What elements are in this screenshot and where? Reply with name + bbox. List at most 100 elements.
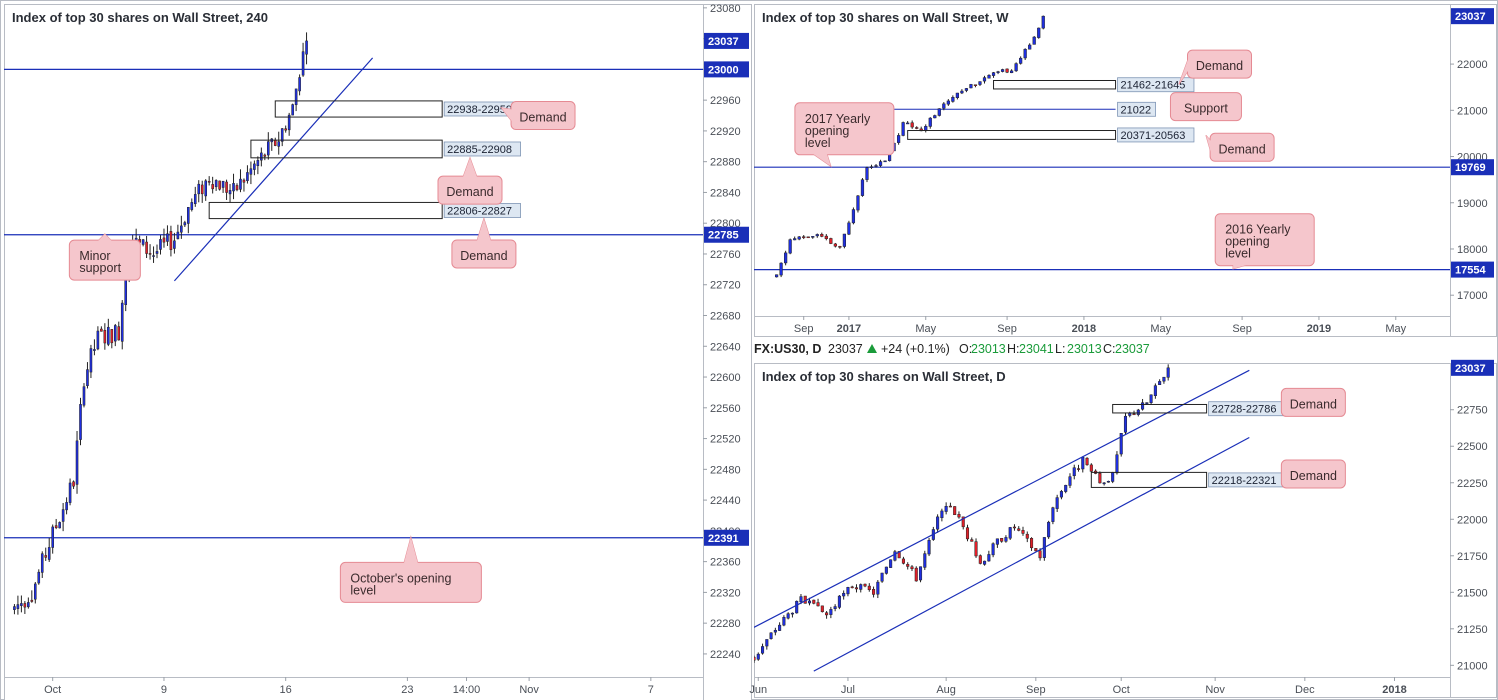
candle[interactable] — [107, 318, 110, 347]
candle[interactable] — [207, 176, 211, 186]
candle[interactable] — [280, 128, 284, 147]
callout[interactable]: Support — [1169, 92, 1242, 122]
candle[interactable] — [75, 431, 79, 494]
candle[interactable] — [914, 566, 918, 582]
candle[interactable] — [110, 329, 114, 349]
candle[interactable] — [901, 121, 905, 137]
candle[interactable] — [155, 244, 159, 259]
candle[interactable] — [51, 524, 54, 554]
candle[interactable] — [16, 595, 20, 615]
candle[interactable] — [1025, 531, 1029, 543]
candle[interactable] — [948, 502, 952, 508]
candle[interactable] — [880, 572, 884, 583]
candle[interactable] — [753, 655, 756, 663]
candle[interactable] — [865, 166, 869, 183]
candle[interactable] — [910, 120, 914, 129]
candle[interactable] — [1032, 36, 1036, 45]
candle[interactable] — [23, 601, 27, 614]
candle[interactable] — [846, 586, 850, 597]
candle[interactable] — [996, 70, 1000, 75]
candle[interactable] — [225, 179, 228, 200]
candle[interactable] — [860, 178, 865, 197]
candle[interactable] — [148, 244, 152, 260]
candle[interactable] — [928, 117, 932, 129]
candle[interactable] — [1000, 68, 1005, 73]
candle[interactable] — [940, 508, 944, 522]
candle[interactable] — [93, 339, 96, 356]
candle[interactable] — [806, 236, 810, 239]
demand-zone-box[interactable] — [993, 79, 1117, 90]
candle[interactable] — [1030, 537, 1034, 551]
callout[interactable]: Demand — [1178, 49, 1253, 85]
candle[interactable] — [1102, 482, 1106, 486]
callout[interactable]: Demand — [1280, 387, 1346, 417]
candle[interactable] — [1023, 48, 1027, 60]
candle[interactable] — [1021, 526, 1025, 536]
callout[interactable]: Demand — [500, 101, 576, 131]
candle[interactable] — [40, 551, 44, 578]
candle[interactable] — [815, 233, 819, 238]
callout[interactable]: Demand — [451, 216, 517, 269]
candle[interactable] — [294, 88, 298, 112]
candle[interactable] — [978, 554, 982, 565]
candle[interactable] — [183, 220, 187, 227]
candle[interactable] — [103, 323, 107, 350]
candle[interactable] — [27, 597, 30, 609]
candle[interactable] — [1017, 526, 1021, 532]
candle[interactable] — [872, 586, 876, 598]
candle[interactable] — [951, 95, 955, 103]
candle[interactable] — [120, 300, 124, 350]
candle[interactable] — [969, 83, 973, 89]
candle[interactable] — [242, 178, 246, 192]
candle[interactable] — [854, 584, 859, 593]
candle[interactable] — [851, 207, 856, 225]
demand-zone-box[interactable] — [907, 130, 1117, 140]
trendline[interactable] — [813, 436, 1250, 672]
candle[interactable] — [859, 583, 863, 593]
candle[interactable] — [239, 169, 242, 193]
candle[interactable] — [923, 550, 927, 570]
candle[interactable] — [893, 549, 897, 562]
candle[interactable] — [838, 245, 842, 249]
candle[interactable] — [267, 132, 270, 160]
candle[interactable] — [906, 121, 910, 125]
candle[interactable] — [824, 234, 828, 241]
candle[interactable] — [1014, 62, 1018, 72]
candle[interactable] — [779, 262, 783, 278]
candle[interactable] — [13, 604, 16, 615]
candle[interactable] — [987, 550, 991, 562]
candle[interactable] — [820, 605, 824, 613]
candle[interactable] — [1089, 463, 1093, 473]
candle[interactable] — [232, 173, 235, 200]
candle[interactable] — [965, 524, 970, 542]
candle[interactable] — [44, 547, 48, 561]
candle[interactable] — [778, 622, 782, 631]
h4-chart[interactable]: 2224022280223202236022400224402248022520… — [4, 3, 752, 700]
candle[interactable] — [957, 511, 961, 519]
candle[interactable] — [842, 233, 846, 249]
candle[interactable] — [260, 147, 263, 167]
candle[interactable] — [918, 566, 923, 583]
candle[interactable] — [944, 502, 948, 515]
candle[interactable] — [1064, 484, 1068, 494]
candle[interactable] — [960, 89, 964, 95]
candle[interactable] — [1041, 15, 1045, 30]
candle[interactable] — [927, 537, 931, 557]
candle[interactable] — [221, 180, 225, 193]
daily-chart[interactable]: 21000 21250 21500 21750 22000 22250 22500 22750… — [749, 359, 1497, 698]
candle[interactable] — [200, 180, 204, 203]
candle[interactable] — [173, 232, 176, 254]
candle[interactable] — [82, 383, 86, 408]
candle[interactable] — [305, 32, 308, 65]
candle[interactable] — [1051, 506, 1055, 525]
candle[interactable] — [1055, 494, 1059, 512]
candle[interactable] — [761, 643, 765, 655]
candle[interactable] — [788, 238, 792, 255]
candle[interactable] — [837, 595, 841, 610]
candle[interactable] — [820, 232, 824, 238]
candle[interactable] — [786, 612, 790, 620]
candle[interactable] — [953, 506, 957, 516]
